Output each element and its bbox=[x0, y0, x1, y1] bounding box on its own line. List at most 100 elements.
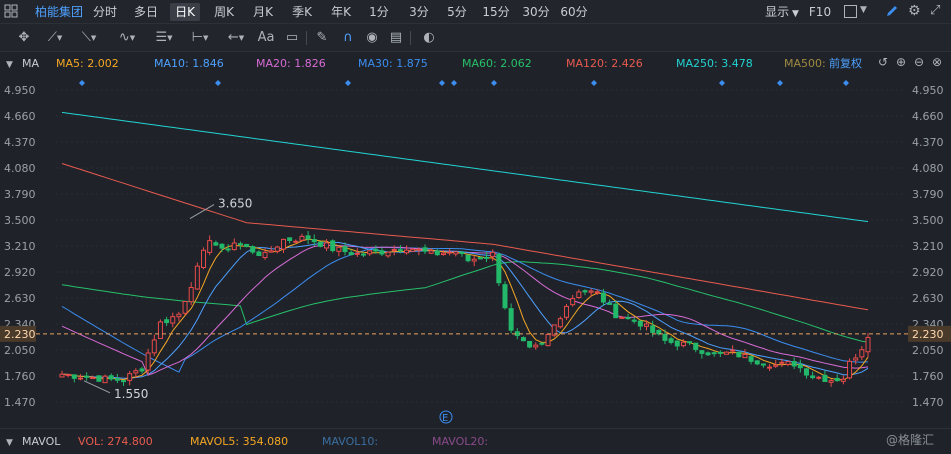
candle-body[interactable] bbox=[699, 350, 705, 354]
candle-body[interactable] bbox=[250, 246, 256, 253]
candle-body[interactable] bbox=[459, 251, 465, 254]
event-dot-icon[interactable] bbox=[451, 80, 457, 86]
note-tool-icon[interactable]: ▭ bbox=[285, 30, 299, 45]
candle-body[interactable] bbox=[693, 342, 699, 350]
candle-body[interactable] bbox=[151, 339, 157, 354]
candle-body[interactable] bbox=[490, 251, 496, 257]
candle-body[interactable] bbox=[440, 252, 446, 256]
candle-body[interactable] bbox=[385, 251, 391, 257]
candle-body[interactable] bbox=[803, 368, 809, 376]
candle-body[interactable] bbox=[194, 265, 200, 290]
candle-body[interactable] bbox=[213, 242, 219, 246]
candle-body[interactable] bbox=[336, 246, 342, 252]
candle-body[interactable] bbox=[471, 258, 477, 262]
candle-body[interactable] bbox=[71, 374, 77, 379]
candle-body[interactable] bbox=[785, 361, 791, 365]
candle-body[interactable] bbox=[96, 375, 102, 382]
candle-body[interactable] bbox=[164, 319, 170, 324]
candle-body[interactable] bbox=[416, 248, 422, 251]
candle-body[interactable] bbox=[822, 374, 828, 383]
candle-body[interactable] bbox=[631, 319, 637, 322]
candle-body[interactable] bbox=[847, 360, 853, 379]
candle-body[interactable] bbox=[619, 316, 625, 319]
candle-body[interactable] bbox=[268, 250, 274, 253]
period-tab[interactable]: 日K bbox=[170, 3, 200, 21]
candle-body[interactable] bbox=[662, 333, 668, 341]
candle-body[interactable] bbox=[557, 318, 563, 328]
candle-body[interactable] bbox=[145, 352, 151, 371]
caret-down-icon[interactable]: ▼ bbox=[6, 438, 13, 448]
period-tab[interactable]: 多日 bbox=[133, 5, 158, 19]
period-tab[interactable]: 5分 bbox=[447, 5, 467, 19]
candle-body[interactable] bbox=[637, 320, 643, 327]
candle-body[interactable] bbox=[157, 321, 163, 339]
candle-body[interactable] bbox=[77, 377, 83, 380]
trash-icon[interactable]: ▤ bbox=[389, 30, 403, 45]
period-tab[interactable]: 季K bbox=[292, 5, 312, 19]
candle-body[interactable] bbox=[311, 239, 317, 243]
candle-body[interactable] bbox=[828, 380, 834, 383]
candle-body[interactable] bbox=[484, 256, 490, 259]
candle-body[interactable] bbox=[342, 246, 348, 253]
candle-body[interactable] bbox=[594, 291, 600, 294]
arrow-tool-icon[interactable]: ←▾ bbox=[227, 30, 245, 45]
candle-body[interactable] bbox=[859, 349, 865, 358]
candle-body[interactable] bbox=[773, 364, 779, 367]
grid-menu-icon[interactable] bbox=[4, 4, 18, 18]
period-tab[interactable]: 60分 bbox=[560, 5, 588, 19]
caret-down-icon[interactable]: ▼ bbox=[860, 5, 867, 15]
remove-icon[interactable]: ⊖ bbox=[914, 55, 925, 69]
event-e-icon[interactable] bbox=[439, 410, 453, 424]
candle-body[interactable] bbox=[705, 352, 711, 356]
event-dot-icon[interactable] bbox=[491, 80, 497, 86]
candle-body[interactable] bbox=[717, 351, 723, 354]
candle-body[interactable] bbox=[576, 291, 582, 298]
caret-down-icon[interactable]: ▼ bbox=[6, 60, 13, 70]
candle-body[interactable] bbox=[865, 336, 871, 353]
adjust-button[interactable]: 前复权 bbox=[829, 57, 862, 70]
candle-body[interactable] bbox=[59, 373, 65, 378]
candle-body[interactable] bbox=[797, 364, 803, 369]
toggle-icon[interactable]: ◐ bbox=[423, 30, 435, 45]
candle-body[interactable] bbox=[114, 378, 120, 381]
candle-body[interactable] bbox=[262, 251, 268, 259]
text-tool-icon[interactable]: Aa bbox=[257, 30, 275, 45]
candle-body[interactable] bbox=[207, 240, 213, 253]
wave-tool-icon[interactable]: ∿▾ bbox=[118, 30, 136, 45]
candle-body[interactable] bbox=[687, 341, 693, 344]
event-dot-icon[interactable] bbox=[79, 80, 85, 86]
display-menu[interactable]: 显示 ▼ bbox=[760, 3, 804, 21]
candle-body[interactable] bbox=[564, 305, 570, 318]
event-dot-icon[interactable] bbox=[777, 80, 783, 86]
candle-body[interactable] bbox=[170, 316, 176, 324]
candle-body[interactable] bbox=[102, 375, 108, 384]
candle-body[interactable] bbox=[244, 243, 250, 248]
event-dot-icon[interactable] bbox=[345, 80, 351, 86]
checkbox-icon[interactable] bbox=[844, 5, 857, 18]
expand-icon[interactable]: ⤢ bbox=[930, 3, 941, 18]
candle-body[interactable] bbox=[127, 373, 133, 381]
candle-body[interactable] bbox=[840, 378, 846, 382]
candle-body[interactable] bbox=[656, 329, 662, 335]
candle-body[interactable] bbox=[607, 302, 613, 305]
candle-body[interactable] bbox=[742, 354, 748, 359]
undo-icon[interactable]: ↺ bbox=[878, 55, 889, 69]
candle-body[interactable] bbox=[748, 356, 754, 362]
period-tab[interactable]: 年K bbox=[331, 5, 351, 19]
stock-name[interactable]: 柏能集团 bbox=[34, 5, 83, 19]
candle-body[interactable] bbox=[810, 375, 816, 379]
eye-icon[interactable]: ◉ bbox=[366, 30, 378, 45]
candle-body[interactable] bbox=[108, 375, 114, 380]
candle-body[interactable] bbox=[767, 366, 773, 369]
candle-body[interactable] bbox=[324, 242, 330, 249]
candle-body[interactable] bbox=[90, 377, 96, 380]
period-tab[interactable]: 15分 bbox=[482, 5, 510, 19]
candle-body[interactable] bbox=[650, 325, 656, 333]
event-dot-icon[interactable] bbox=[719, 80, 725, 86]
candle-body[interactable] bbox=[760, 363, 766, 366]
candle-body[interactable] bbox=[428, 250, 434, 254]
price-chart-svg[interactable]: 4.950 4.950 4.660 4.660 4.370 4.370 4.080 4.080… bbox=[0, 76, 951, 428]
candle-body[interactable] bbox=[539, 342, 545, 345]
candle-body[interactable] bbox=[237, 243, 243, 246]
candle-body[interactable] bbox=[816, 376, 822, 379]
